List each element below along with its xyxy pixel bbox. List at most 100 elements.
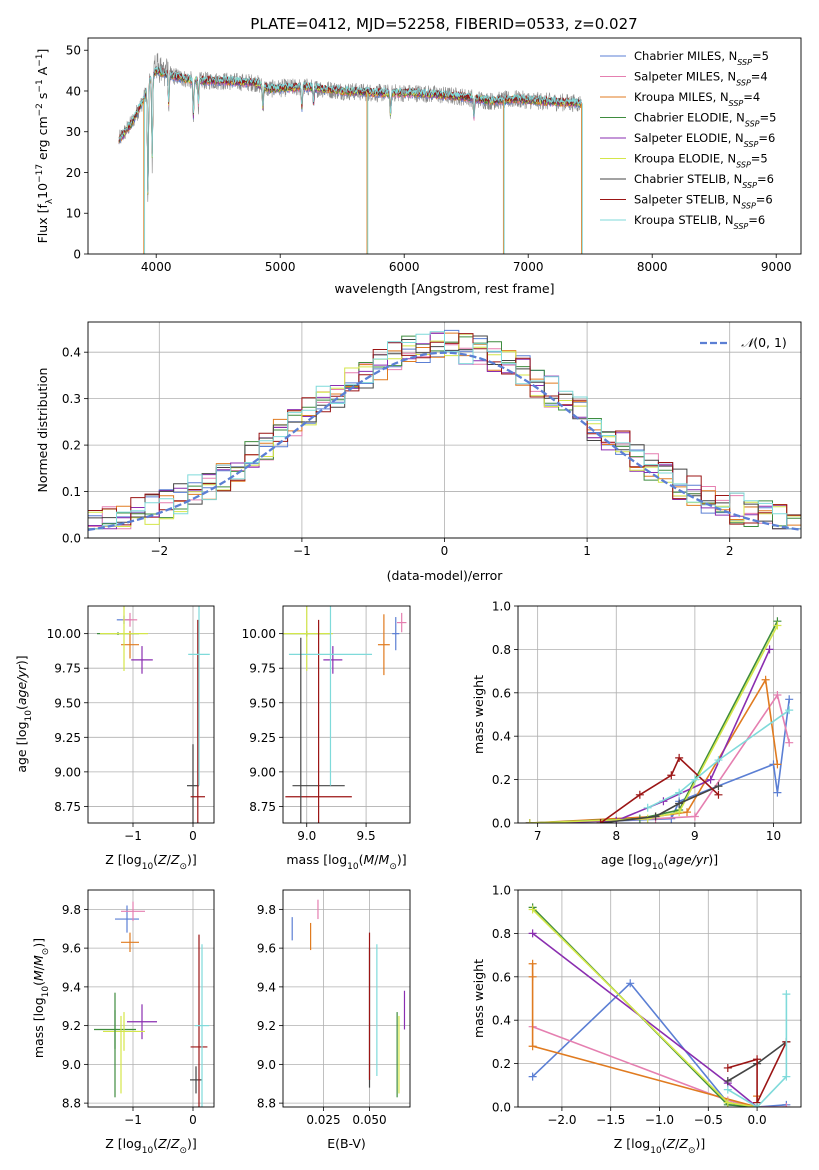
y-tick-label: 10.00 bbox=[47, 627, 81, 641]
x-tick-label: 9 bbox=[691, 829, 699, 843]
weight-marker bbox=[528, 972, 537, 981]
legend: Chabrier MILES, NSSP=5 Salpeter MILES, NS… bbox=[600, 49, 776, 231]
legend-label: Kroupa ELODIE, NSSP=5 bbox=[634, 152, 768, 170]
x-tick-label: −2.0 bbox=[547, 1113, 576, 1127]
weight-marker bbox=[528, 959, 537, 968]
weight-marker bbox=[690, 812, 699, 821]
panel-weight_vs_Z: −2.0 −1.5 −1.0 −0.5 0.0 0.0 0.2 0.4 0.6 0.8 1.0 mas… bbox=[471, 884, 802, 1156]
x-tick-label: −1.5 bbox=[596, 1113, 625, 1127]
y-tick-label: 9.0 bbox=[62, 1058, 81, 1072]
y-tick-label: 9.4 bbox=[257, 980, 276, 994]
plot-area bbox=[528, 903, 791, 1107]
y-tick-label: 9.75 bbox=[54, 662, 81, 676]
y-tick-label: 0.4 bbox=[62, 346, 81, 360]
weight-marker bbox=[706, 775, 715, 784]
weight-line-kroupa_stelib bbox=[727, 994, 788, 1107]
weight-marker bbox=[782, 990, 791, 999]
weight-marker bbox=[528, 929, 537, 938]
weight-marker bbox=[635, 790, 644, 799]
y-tick-label: 9.00 bbox=[54, 765, 81, 779]
y-tick-label: 9.6 bbox=[62, 942, 81, 956]
axes: −2.0 −1.5 −1.0 −0.5 0.0 0.0 0.2 0.4 0.6 0.8 1.0 mas… bbox=[471, 884, 802, 1156]
plot-area bbox=[88, 329, 801, 532]
y-axis-label: mass [log10(M/M⊙)] bbox=[31, 938, 51, 1058]
panel-weight_vs_age: 7 8 9 10 0.0 0.2 0.4 0.6 0.8 1.0 mass weight age [l… bbox=[471, 600, 802, 872]
weight-marker bbox=[667, 771, 676, 780]
panel-age_vs_Z: −1 0 8.75 9.00 9.25 9.50 9.75 10.00 Z [log10(Z/Z… bbox=[14, 605, 215, 872]
normal-reference-curve bbox=[88, 351, 801, 532]
panel-spectrum: 4000 5000 6000 7000 8000 9000 0 10 20 30 40 50 wavel… bbox=[35, 37, 802, 296]
y-tick-label: 9.00 bbox=[249, 765, 276, 779]
plot-area bbox=[118, 52, 583, 254]
x-tick-label: −0.5 bbox=[694, 1113, 723, 1127]
x-axis-label: Z [log10(Z/Z⊙)] bbox=[105, 852, 197, 872]
y-tick-label: 0.4 bbox=[492, 730, 511, 744]
y-tick-label: 9.25 bbox=[54, 731, 81, 745]
weight-marker bbox=[525, 819, 534, 823]
axes-frame bbox=[87, 321, 802, 539]
y-tick-label: 9.2 bbox=[62, 1019, 81, 1033]
legend-label: Chabrier ELODIE, NSSP=5 bbox=[634, 111, 776, 129]
panel-mass_vs_ebv: 0.025 0.050 8.8 9.0 9.2 9.4 9.6 9.8 E(B-V) bbox=[257, 889, 411, 1151]
weight-marker bbox=[683, 808, 692, 817]
weight-marker bbox=[785, 695, 794, 704]
grid bbox=[88, 606, 214, 823]
axes-frame bbox=[87, 37, 802, 255]
x-tick-label: 9000 bbox=[761, 260, 792, 274]
weight-marker bbox=[528, 1042, 537, 1051]
x-axis-label: (data-model)/error bbox=[387, 568, 504, 583]
x-axis-label: Z [log10(Z/Z⊙)] bbox=[105, 1136, 197, 1156]
weight-marker bbox=[675, 753, 684, 762]
x-axis-label: E(B-V) bbox=[327, 1136, 366, 1151]
legend-label: Kroupa MILES, NSSP=4 bbox=[634, 90, 760, 108]
y-tick-label: 9.75 bbox=[249, 662, 276, 676]
x-tick-label: 10 bbox=[766, 829, 781, 843]
x-axis-label: age [log10(age/yr)] bbox=[601, 852, 718, 872]
x-tick-label: 9.0 bbox=[297, 829, 316, 843]
weight-marker bbox=[761, 675, 770, 684]
weight-marker bbox=[753, 1103, 762, 1107]
legend-label: Chabrier STELIB, NSSP=6 bbox=[634, 172, 774, 190]
x-tick-label: 7000 bbox=[513, 260, 544, 274]
y-tick-label: 30 bbox=[66, 125, 81, 139]
x-tick-label: 0 bbox=[441, 544, 449, 558]
x-tick-label: 8 bbox=[612, 829, 620, 843]
weight-line-kroupa_elodie bbox=[529, 625, 779, 823]
weight-line-salpeter_stelib bbox=[727, 1041, 788, 1104]
axes-frame bbox=[87, 889, 215, 1108]
y-tick-label: 20 bbox=[66, 166, 81, 180]
y-tick-label: 50 bbox=[66, 44, 81, 58]
y-tick-label: 9.4 bbox=[62, 980, 81, 994]
y-tick-label: 0.3 bbox=[62, 392, 81, 406]
weight-marker bbox=[675, 788, 684, 797]
weight-marker bbox=[714, 756, 723, 765]
plot-area bbox=[97, 606, 210, 823]
x-tick-label: −2 bbox=[150, 544, 168, 558]
weight-marker bbox=[596, 819, 605, 823]
grid bbox=[283, 890, 410, 1107]
y-tick-label: 10 bbox=[66, 207, 81, 221]
x-tick-label: −1.0 bbox=[645, 1113, 674, 1127]
y-tick-label: 0.8 bbox=[492, 927, 511, 941]
legend-label: Salpeter MILES, NSSP=4 bbox=[634, 70, 768, 88]
weight-marker bbox=[651, 812, 660, 821]
y-tick-label: 40 bbox=[66, 84, 81, 98]
weight-marker bbox=[643, 803, 652, 812]
weight-marker bbox=[675, 808, 684, 817]
weight-marker bbox=[643, 814, 652, 823]
y-tick-label: 10.00 bbox=[242, 627, 276, 641]
axes: −2 −1 0 1 2 0.0 0.1 0.2 0.3 0.4 (data-model)/error… bbox=[35, 321, 802, 583]
axes-frame bbox=[87, 605, 215, 824]
weight-marker bbox=[714, 790, 723, 799]
y-tick-label: 0.6 bbox=[492, 970, 511, 984]
legend-label: Kroupa STELIB, NSSP=6 bbox=[634, 213, 765, 231]
x-tick-label: 1 bbox=[583, 544, 591, 558]
axes-frame bbox=[282, 605, 411, 824]
x-axis-label: wavelength [Angstrom, rest frame] bbox=[334, 281, 554, 296]
x-axis-label: mass [log10(M/M⊙)] bbox=[286, 852, 406, 872]
x-tick-label: 0.025 bbox=[306, 1113, 340, 1127]
axes: 0.025 0.050 8.8 9.0 9.2 9.4 9.6 9.8 E(B-V) bbox=[257, 889, 411, 1151]
panel-mass_vs_Z: −1 0 8.8 9.0 9.2 9.4 9.6 9.8 Z [log10(Z/Z⊙)] mass… bbox=[31, 889, 215, 1156]
y-tick-label: 0.2 bbox=[62, 439, 81, 453]
